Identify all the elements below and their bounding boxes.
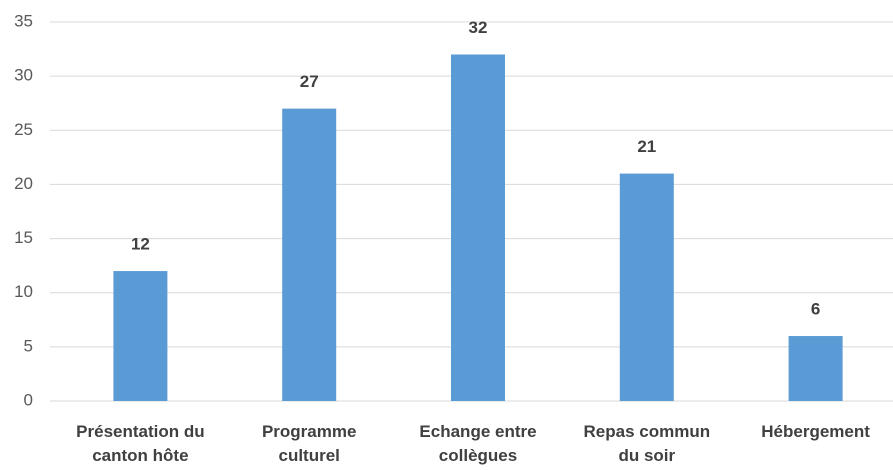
data-label: 27 xyxy=(300,72,319,91)
data-label: 12 xyxy=(131,235,150,254)
y-tick-label: 25 xyxy=(14,120,33,139)
data-label: 21 xyxy=(637,137,656,156)
x-tick-label: Repas commun du soir xyxy=(583,422,711,465)
x-tick-label: Echange entre collègues xyxy=(419,422,537,465)
y-tick-label: 0 xyxy=(24,390,33,409)
bar xyxy=(788,336,843,401)
data-label: 32 xyxy=(469,18,488,37)
x-tick-label: Programme culturel xyxy=(261,422,357,465)
y-tick-label: 5 xyxy=(24,336,33,355)
y-tick-label: 35 xyxy=(14,11,33,30)
y-tick-label: 30 xyxy=(14,66,33,85)
y-tick-label: 15 xyxy=(14,228,33,247)
x-tick-label: Hébergement xyxy=(761,422,870,441)
bar xyxy=(619,173,674,401)
bar xyxy=(113,271,168,401)
x-tick-label: Présentation du canton hôte xyxy=(76,422,205,465)
bar xyxy=(451,54,505,401)
data-label: 6 xyxy=(811,300,820,319)
y-tick-label: 20 xyxy=(14,174,33,193)
bar xyxy=(282,108,337,401)
y-tick-label: 10 xyxy=(14,282,33,301)
